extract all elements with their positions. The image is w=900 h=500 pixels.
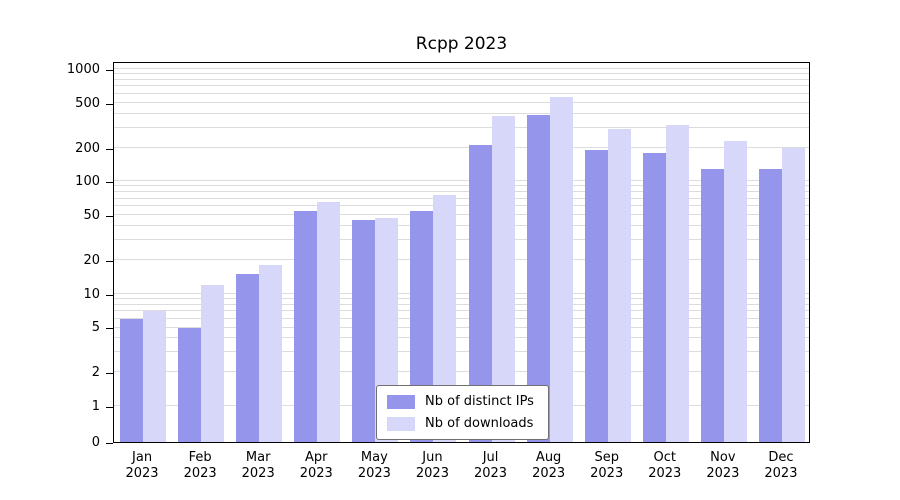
y-tick-label: 0 [91, 435, 100, 450]
legend-label-distinct-ips: Nb of distinct IPs [425, 394, 534, 409]
bar-downloads [665, 124, 689, 442]
gridline [114, 191, 809, 193]
x-tick-label: Jan 2023 [125, 450, 159, 481]
gridline [114, 92, 809, 94]
plot-area: Nb of distinct IPs Nb of downloads [113, 62, 810, 443]
bar-distinct-ips [642, 152, 666, 442]
y-tick-label: 100 [75, 174, 100, 190]
y-axis-tick [106, 294, 113, 296]
gridline [114, 371, 809, 373]
y-axis-tick [106, 407, 113, 408]
y-tick-label: 1000 [66, 62, 100, 77]
x-tick-label: Jun 2023 [415, 450, 449, 481]
bar-distinct-ips [120, 318, 144, 442]
bar-distinct-ips [468, 145, 492, 442]
legend: Nb of distinct IPs Nb of downloads [376, 385, 549, 440]
y-tick-label: 2 [91, 365, 100, 381]
gridline [114, 258, 809, 260]
gridline [114, 225, 809, 227]
gridline [114, 197, 809, 199]
gridline [114, 214, 809, 216]
bar-downloads [549, 97, 573, 442]
bar-distinct-ips [178, 327, 202, 442]
y-tick-label: 500 [75, 95, 100, 111]
bar-distinct-ips [294, 210, 318, 442]
y-tick-label: 20 [83, 252, 100, 268]
gridline [114, 310, 809, 312]
gridline [114, 68, 809, 70]
y-tick-label: 10 [83, 286, 100, 302]
gridline [114, 146, 809, 148]
bar-downloads [723, 140, 747, 442]
y-tick-label: 1 [91, 399, 100, 414]
y-tick-label: 50 [83, 208, 100, 224]
bar-distinct-ips [352, 220, 376, 442]
legend-item-downloads: Nb of downloads [387, 416, 534, 431]
bar-downloads [143, 311, 167, 442]
bar-distinct-ips [526, 114, 550, 442]
x-tick-label: Jul 2023 [473, 450, 508, 481]
bar-downloads [491, 116, 515, 442]
bar-downloads [259, 265, 283, 442]
y-axis-tick [106, 103, 113, 105]
y-axis-tick [106, 373, 113, 375]
gridline [114, 292, 809, 294]
bar-distinct-ips [584, 150, 608, 442]
gridline [114, 351, 809, 353]
bar-distinct-ips [758, 168, 782, 442]
gridline [114, 126, 809, 128]
x-tick-label: Dec 2023 [764, 450, 798, 481]
x-tick-label: Apr 2023 [299, 450, 333, 481]
bar-distinct-ips [700, 168, 724, 442]
bar-downloads [781, 147, 805, 442]
bar-distinct-ips [236, 273, 260, 442]
x-tick-label: Sep 2023 [590, 450, 624, 481]
y-axis-tick [106, 216, 113, 218]
y-axis-tick [106, 260, 113, 262]
bar-downloads [607, 129, 631, 442]
y-axis-tick [106, 70, 113, 71]
x-tick-label: Aug 2023 [532, 450, 566, 481]
gridline [114, 185, 809, 187]
legend-swatch-distinct-ips [387, 394, 415, 409]
bar-distinct-ips [410, 210, 434, 442]
legend-swatch-downloads [387, 416, 415, 431]
bar-downloads [317, 202, 341, 442]
x-tick-label: May 2023 [357, 450, 391, 481]
gridline [114, 317, 809, 319]
x-tick-label: Mar 2023 [241, 450, 275, 481]
legend-item-distinct-ips: Nb of distinct IPs [387, 394, 534, 409]
gridline [114, 337, 809, 339]
gridline [114, 205, 809, 207]
gridline [114, 78, 809, 80]
x-tick-label: Nov 2023 [706, 450, 740, 481]
gridline [114, 239, 809, 241]
y-axis-tick [106, 328, 113, 330]
y-axis-tick [106, 443, 113, 444]
y-tick-label: 200 [75, 140, 100, 156]
gridline [114, 326, 809, 328]
gridline [114, 303, 809, 305]
legend-label-downloads: Nb of downloads [425, 416, 534, 431]
bar-downloads [201, 284, 225, 442]
x-tick-label: Feb 2023 [183, 450, 217, 481]
y-axis-tick [106, 148, 113, 150]
gridline [114, 112, 809, 114]
y-axis-tick [106, 182, 113, 184]
gridline [114, 180, 809, 182]
gridline [114, 73, 809, 75]
gridline [114, 297, 809, 299]
y-tick-label: 5 [91, 320, 100, 336]
gridline [114, 101, 809, 103]
chart-title: Rcpp 2023 [415, 34, 508, 54]
gridline [114, 85, 809, 87]
bar-downloads [433, 195, 457, 442]
x-tick-label: Oct 2023 [648, 450, 682, 481]
